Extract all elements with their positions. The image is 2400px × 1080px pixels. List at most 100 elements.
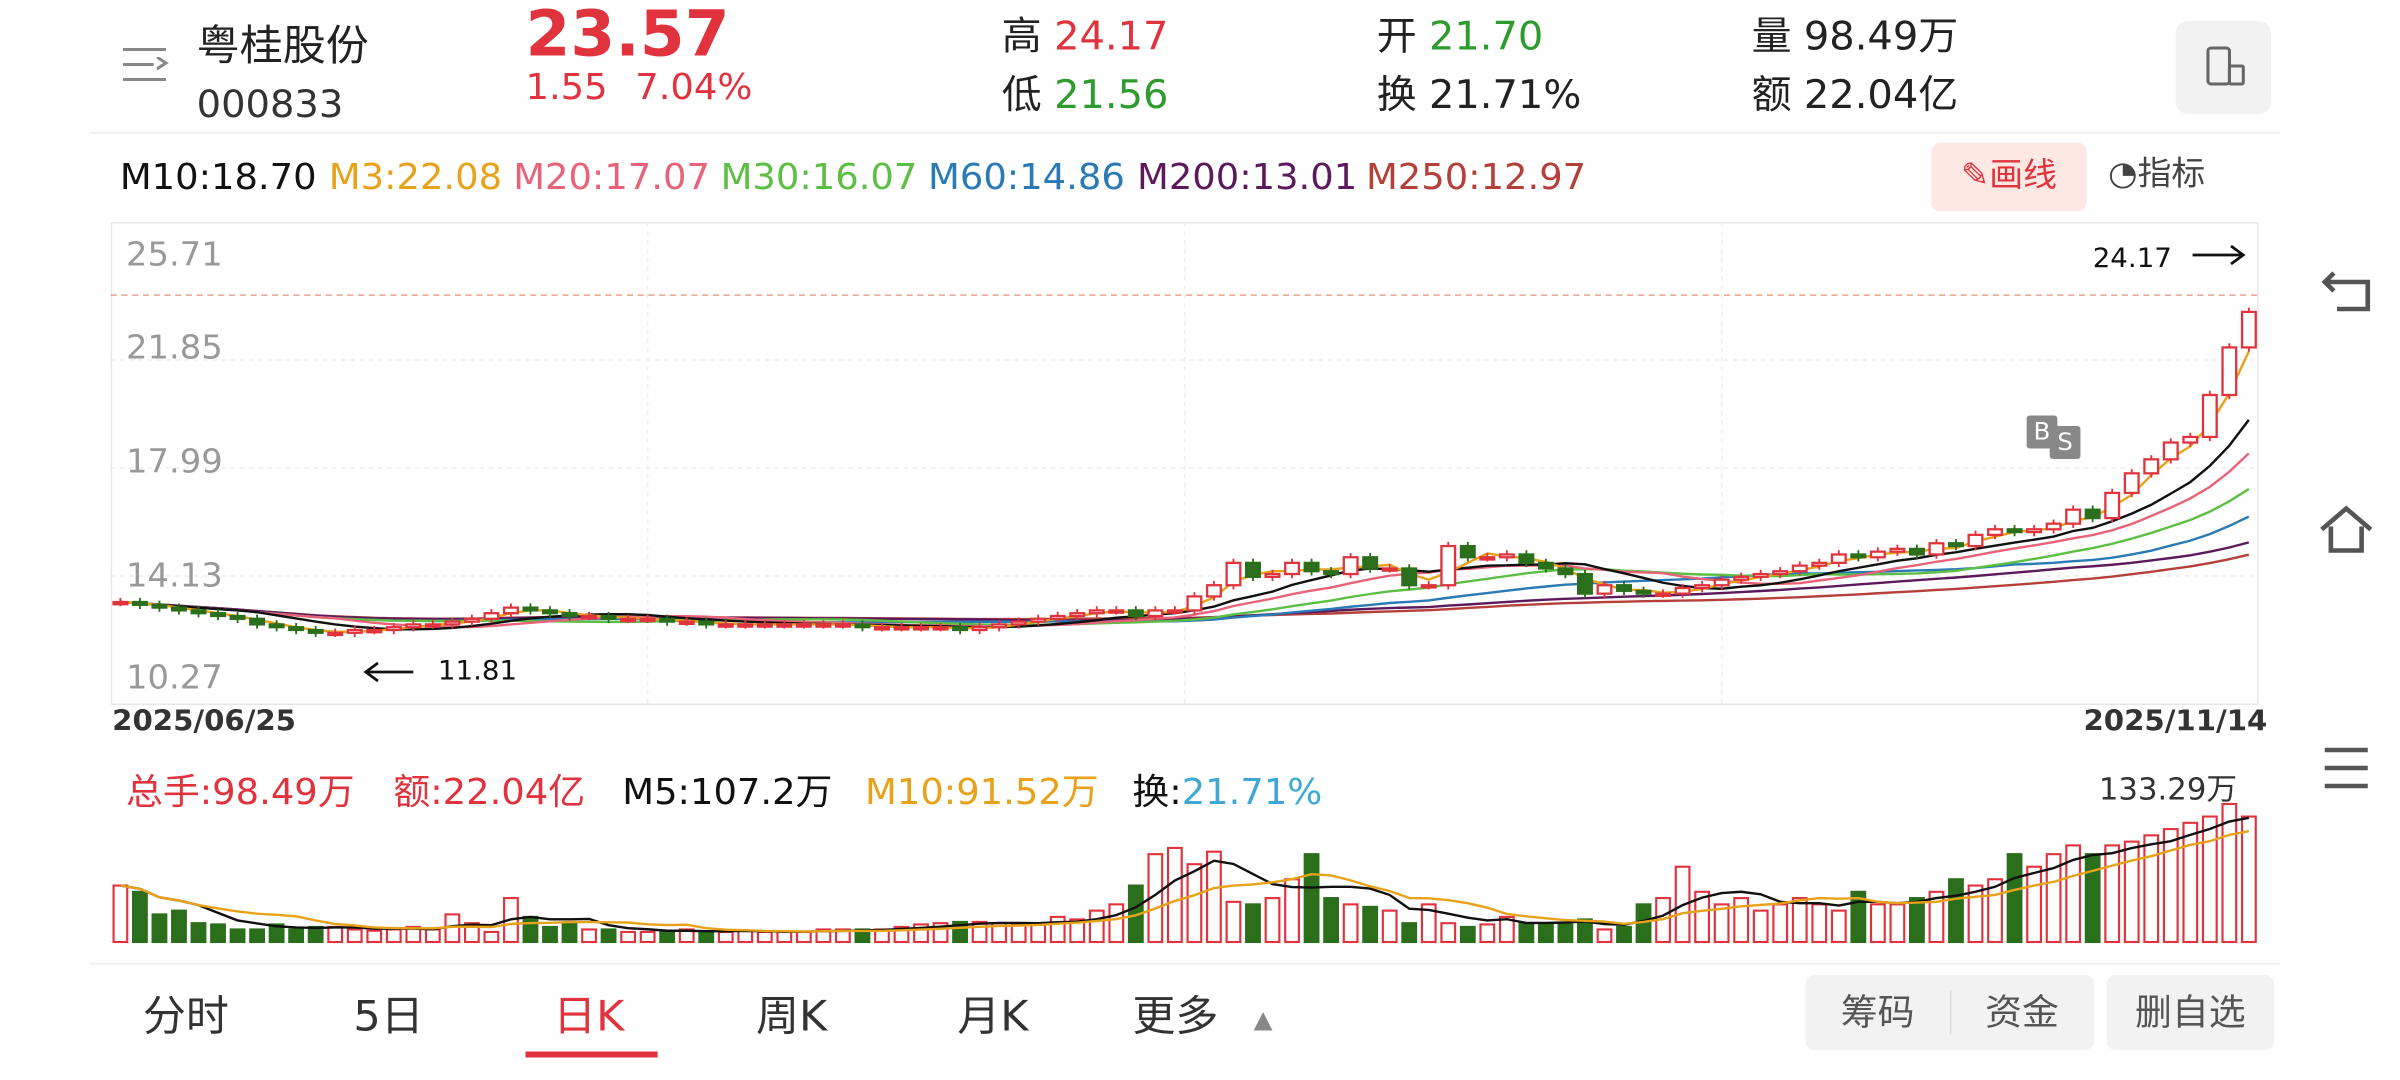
volume-bar	[1733, 897, 1750, 944]
volume-bar	[795, 930, 812, 944]
tab-monthly-k[interactable]: 月K	[957, 991, 1029, 1042]
menu-lines-icon[interactable]	[122, 42, 172, 90]
candle-body	[1713, 578, 1730, 587]
candle-body	[1186, 595, 1203, 612]
menu-icon[interactable]	[2316, 738, 2377, 798]
candle-body	[327, 631, 344, 637]
candle-body	[1108, 609, 1125, 614]
draw-line-button[interactable]: ✎画线	[1931, 142, 2087, 212]
volume-bar	[1850, 890, 1867, 944]
tab-more[interactable]: 更多 ▲	[1132, 991, 1273, 1042]
stock-code: 000833	[196, 82, 344, 127]
volume-bar	[2045, 853, 2062, 944]
candle-body	[1401, 567, 1418, 587]
candle-body	[1147, 609, 1164, 618]
tab-weekly-k[interactable]: 周K	[755, 991, 828, 1042]
volume-bar	[659, 929, 676, 944]
candle-body	[307, 628, 324, 634]
volume-bar	[385, 928, 402, 944]
y-tick-4: 14.13	[125, 558, 223, 596]
candle-body	[522, 606, 539, 612]
volume-bar	[1362, 905, 1379, 944]
volume-chart[interactable]	[110, 750, 2259, 945]
volume-bar	[1420, 903, 1437, 944]
volume-bar	[483, 930, 500, 944]
candle-body	[756, 623, 773, 628]
sell-marker[interactable]: S	[2049, 426, 2081, 459]
candle-body	[1245, 561, 1261, 578]
candle-body	[1772, 570, 1789, 576]
indicator-button[interactable]: ◔指标	[2108, 156, 2206, 194]
candle-body	[502, 606, 519, 615]
candle-body	[1967, 533, 1984, 548]
pencil-icon: ✎	[1960, 157, 1990, 196]
candle-body	[2201, 393, 2218, 439]
min-price-label: 11.81	[437, 655, 518, 688]
tab-daily-k[interactable]: 日K	[553, 991, 625, 1042]
volume-bar	[1440, 922, 1457, 944]
volume-bar	[249, 928, 265, 944]
volume-bar	[1498, 915, 1515, 944]
candle-body	[991, 623, 1008, 629]
volume-bar	[346, 928, 363, 944]
candle-body	[795, 623, 812, 628]
volume-bar	[1830, 909, 1847, 944]
volume-bar	[210, 923, 226, 944]
candle-body	[170, 606, 187, 612]
y-tick-5: 10.27	[125, 660, 223, 698]
candle-body	[678, 620, 695, 625]
volume-bar	[424, 928, 441, 944]
home-icon[interactable]	[2316, 500, 2377, 560]
volume-bar	[737, 929, 754, 944]
volume-bar	[815, 928, 832, 944]
tab-5day[interactable]: 5日	[353, 991, 424, 1042]
back-icon[interactable]	[2316, 261, 2377, 321]
candle-body	[932, 626, 949, 631]
vol-m10-label: M10:91.52万	[865, 771, 1099, 813]
candle-body	[1616, 584, 1632, 592]
vol-turnover-label: 换:21.71%	[1132, 771, 1323, 813]
volume-bar	[639, 930, 656, 944]
kline-chart[interactable]	[110, 222, 2259, 705]
candle-body	[1030, 617, 1047, 623]
volume-bar	[522, 915, 539, 944]
volume-bar	[1284, 878, 1300, 944]
volume-bar	[1928, 890, 1945, 944]
remove-watchlist-button[interactable]: 删自选	[2106, 975, 2275, 1050]
funds-button[interactable]: 资金	[1985, 991, 2059, 1034]
tab-intraday[interactable]: 分时	[142, 991, 229, 1042]
candle-body	[698, 620, 715, 626]
candle-body	[2104, 491, 2121, 520]
volume-bar	[366, 929, 383, 944]
price-change: 1.55 7.04%	[525, 66, 780, 108]
candle-body	[2026, 528, 2043, 534]
candle-body	[1596, 584, 1613, 595]
candle-body	[2162, 441, 2179, 461]
candle-body	[2065, 508, 2082, 525]
change-percent: 7.04%	[635, 66, 753, 108]
candle-body	[1928, 542, 1945, 556]
volume-bar	[1479, 923, 1496, 944]
y-tick-1: 25.71	[125, 237, 223, 275]
vol-ma10-line	[120, 829, 2250, 933]
ma-line-m10	[120, 419, 2250, 631]
volume-bar	[151, 913, 168, 944]
candle-body	[1127, 609, 1144, 618]
candle-body	[2143, 458, 2160, 475]
candle-body	[776, 623, 793, 628]
volume-bar	[1030, 923, 1047, 944]
candle-body	[463, 617, 480, 623]
candle-body	[717, 623, 734, 628]
rotate-screen-button[interactable]	[2175, 21, 2271, 114]
chips-button[interactable]: 筹码	[1840, 991, 1915, 1034]
candle-body	[1811, 561, 1828, 567]
max-price-label: 24.17	[2092, 243, 2172, 275]
volume: 量 98.49万	[1751, 15, 1959, 60]
volume-bar	[1166, 846, 1183, 944]
volume-bar	[1108, 903, 1125, 944]
candle-body	[405, 623, 422, 629]
volume-bar	[190, 922, 207, 944]
candle-body	[151, 603, 168, 609]
candle-body	[483, 612, 500, 620]
volume-bar	[1342, 903, 1359, 944]
